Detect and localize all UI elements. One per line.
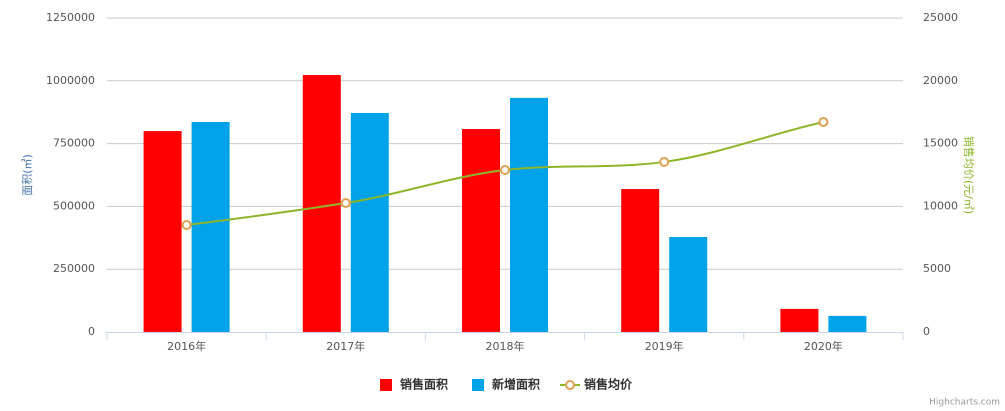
x-tick-label: 2018年 (486, 339, 525, 353)
x-tick-label: 2016年 (167, 339, 206, 353)
y2-tick-label: 25000 (923, 11, 958, 24)
y-tick-label: 1250000 (46, 11, 95, 24)
legend-swatch (472, 379, 484, 391)
x-tick-label: 2020年 (804, 339, 843, 353)
line-marker (340, 198, 351, 209)
y2-tick-label: 10000 (923, 199, 958, 212)
bar (143, 131, 182, 332)
bar (669, 237, 708, 332)
y2-axis-title: 销售均价(元/㎡) (962, 136, 976, 214)
y2-tick-label: 15000 (923, 137, 958, 150)
y-axis-title: 面积(㎡) (21, 154, 34, 196)
y-tick-label: 500000 (53, 199, 95, 212)
x-tick-label: 2017年 (326, 339, 365, 353)
bar (350, 112, 389, 332)
x-tick-label: 2019年 (645, 339, 684, 353)
line-marker (659, 156, 670, 167)
y2-tick-label: 5000 (923, 262, 951, 275)
bar (462, 129, 500, 332)
bar (510, 97, 548, 333)
legend-swatch (565, 380, 575, 390)
legend-swatch (380, 379, 392, 391)
bar (828, 315, 867, 332)
line-marker (500, 164, 510, 175)
legend-label: 销售面积 (400, 377, 448, 392)
legend-label: 销售均价 (584, 377, 633, 392)
line-marker (818, 116, 829, 127)
bar (191, 121, 230, 333)
legend-label: 新增面积 (492, 377, 540, 392)
bar (302, 75, 341, 332)
y-tick-label: 1000000 (46, 74, 95, 87)
line-marker (181, 219, 192, 230)
y2-tick-label: 20000 (923, 74, 958, 87)
y2-tick-label: 0 (923, 325, 930, 338)
y-tick-label: 250000 (53, 262, 95, 275)
bar (780, 308, 819, 332)
y-tick-label: 750000 (53, 137, 95, 150)
credit: Highcharts.com (929, 398, 1000, 408)
y-tick-label: 0 (88, 325, 95, 338)
bar (621, 189, 660, 332)
